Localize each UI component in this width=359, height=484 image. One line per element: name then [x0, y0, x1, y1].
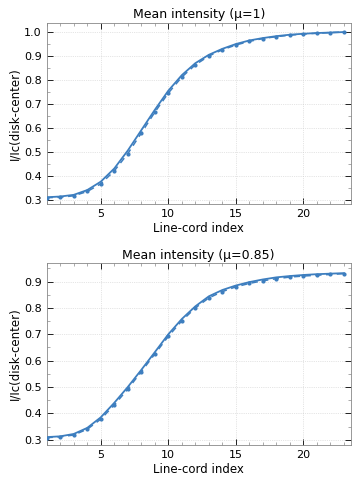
Y-axis label: I/Ic(disk-center): I/Ic(disk-center): [8, 308, 21, 400]
X-axis label: Line-cord index: Line-cord index: [153, 463, 244, 476]
X-axis label: Line-cord index: Line-cord index: [153, 222, 244, 235]
Title: Mean intensity (μ=1): Mean intensity (μ=1): [132, 8, 265, 21]
Title: Mean intensity (μ=0.85): Mean intensity (μ=0.85): [122, 249, 275, 262]
Y-axis label: I/Ic(disk-center): I/Ic(disk-center): [8, 67, 21, 160]
